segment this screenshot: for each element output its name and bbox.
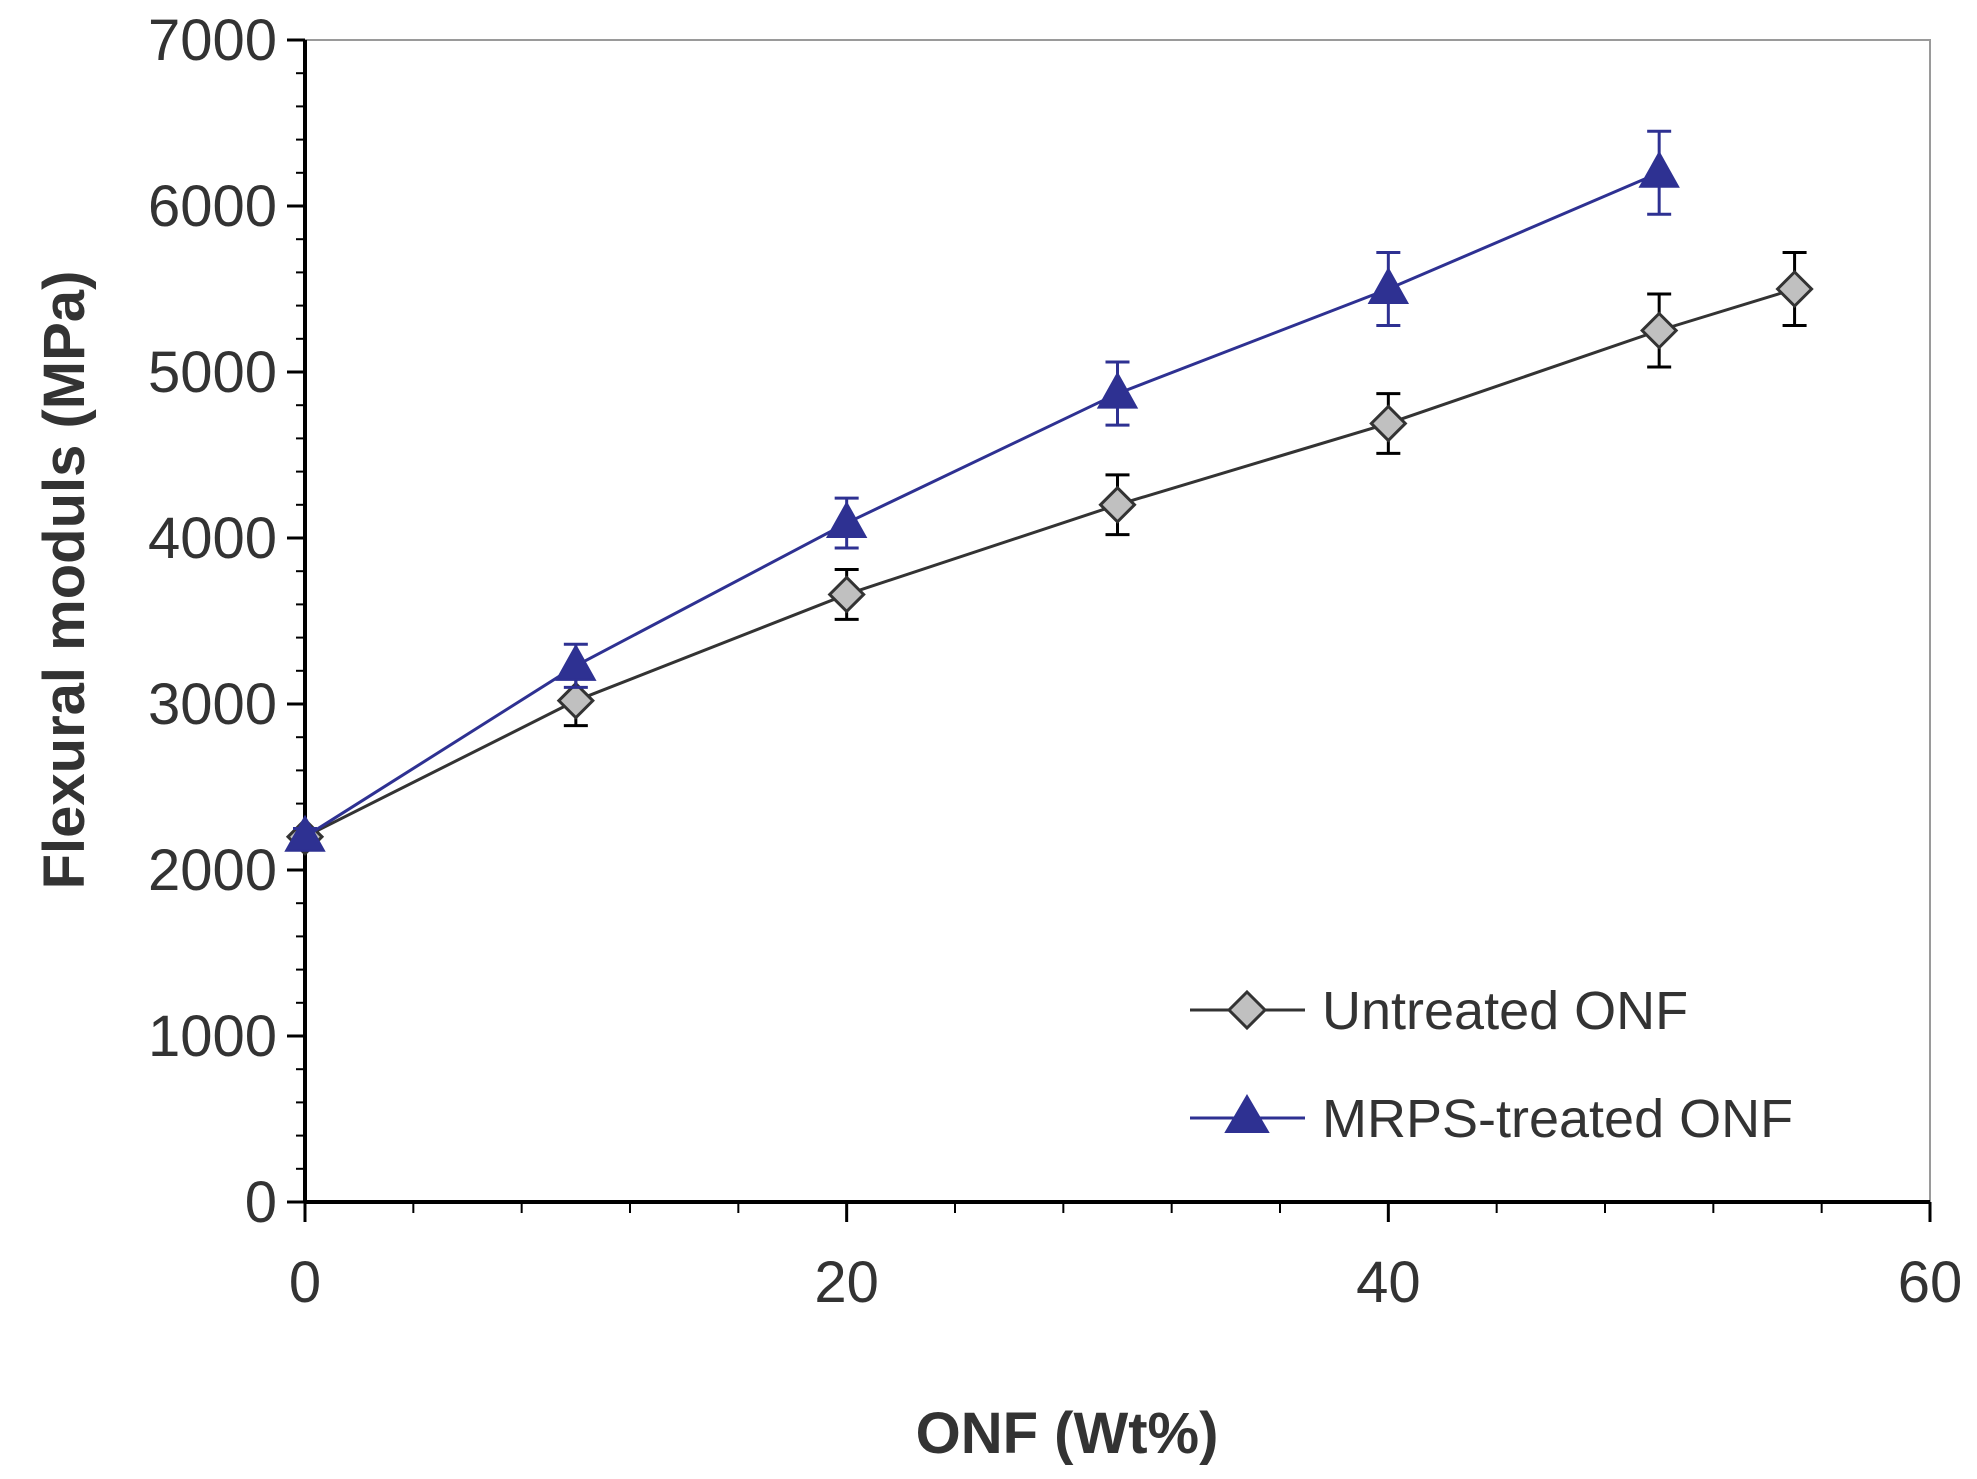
x-tick-label: 60 xyxy=(1898,1250,1963,1315)
data-point-diamond xyxy=(1369,404,1408,443)
y-tick-label: 6000 xyxy=(148,174,277,239)
data-point-triangle xyxy=(284,814,326,852)
series-untreated xyxy=(285,250,1814,856)
legend: Untreated ONF MRPS-treated ONF xyxy=(1190,981,1793,1149)
series-mrps-treated xyxy=(284,129,1680,852)
series-layer xyxy=(284,129,1814,856)
y-tick-label: 5000 xyxy=(148,340,277,405)
x-tick-label: 20 xyxy=(814,1250,879,1315)
y-tick-label: 1000 xyxy=(148,1004,277,1069)
y-axis-title: Flexural moduls (MPa) xyxy=(32,271,97,890)
y-tick-label: 2000 xyxy=(148,838,277,903)
data-point-triangle xyxy=(825,501,868,539)
data-point-diamond xyxy=(827,575,866,614)
data-point-diamond xyxy=(1640,311,1679,350)
x-axis: 0 20 40 60 xyxy=(289,1200,1963,1315)
data-point-diamond xyxy=(1775,269,1814,309)
x-tick-label: 40 xyxy=(1356,1250,1421,1315)
plot-area xyxy=(304,39,1931,1203)
legend-label-untreated: Untreated ONF xyxy=(1322,981,1688,1041)
data-point-diamond xyxy=(556,681,595,720)
data-point-triangle xyxy=(1367,266,1410,304)
y-tick-label: 0 xyxy=(245,1170,277,1235)
data-point-triangle xyxy=(1096,371,1139,409)
y-tick-label: 7000 xyxy=(148,8,277,73)
y-tick-label: 4000 xyxy=(148,506,277,571)
legend-marker-diamond xyxy=(1226,989,1268,1031)
legend-label-mrps: MRPS-treated ONF xyxy=(1322,1089,1793,1149)
y-tick-label: 3000 xyxy=(148,672,277,737)
legend-marker-triangle xyxy=(1224,1094,1270,1133)
data-point-triangle xyxy=(1638,150,1680,188)
data-point-triangle xyxy=(555,643,597,681)
data-point-diamond xyxy=(1098,485,1137,524)
x-tick-label: 0 xyxy=(289,1250,321,1315)
series-line xyxy=(304,171,1660,839)
y-axis: 0 1000 2000 3000 4000 5000 6000 7000 xyxy=(148,8,307,1235)
x-axis-title: ONF (Wt%) xyxy=(916,1401,1219,1466)
